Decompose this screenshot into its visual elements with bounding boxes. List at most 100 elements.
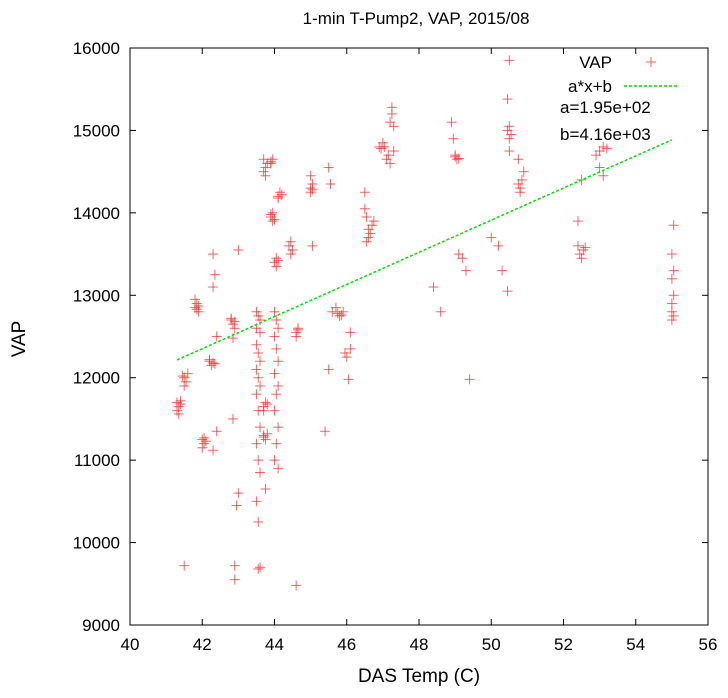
data-point bbox=[208, 445, 219, 456]
data-point bbox=[345, 343, 356, 354]
data-point bbox=[265, 209, 276, 220]
data-point bbox=[504, 133, 515, 144]
data-point bbox=[231, 500, 242, 511]
data-point bbox=[175, 399, 186, 410]
data-point bbox=[457, 253, 468, 264]
data-point bbox=[273, 380, 284, 391]
data-point bbox=[265, 156, 276, 167]
data-point bbox=[255, 422, 266, 433]
data-point bbox=[229, 323, 240, 334]
data-point bbox=[515, 187, 526, 198]
x-axis: 40 42 44 46 48 50 52 54 56 bbox=[121, 48, 718, 654]
data-point bbox=[451, 154, 462, 165]
data-point bbox=[273, 255, 284, 266]
data-point bbox=[227, 319, 238, 330]
data-point bbox=[320, 426, 331, 437]
data-point bbox=[359, 203, 370, 214]
legend-label-vap: VAP bbox=[579, 53, 612, 72]
data-point bbox=[227, 413, 238, 424]
data-point bbox=[323, 162, 334, 173]
data-point bbox=[253, 455, 264, 466]
data-point bbox=[273, 356, 284, 367]
data-point bbox=[269, 368, 280, 379]
data-point bbox=[446, 117, 457, 128]
data-point bbox=[267, 154, 278, 165]
data-point bbox=[271, 389, 282, 400]
data-point bbox=[271, 315, 282, 326]
data-point bbox=[343, 374, 354, 385]
data-point bbox=[428, 282, 439, 293]
y-tick-label: 9000 bbox=[82, 616, 120, 635]
data-point bbox=[182, 368, 193, 379]
data-point bbox=[229, 560, 240, 571]
data-point bbox=[578, 244, 589, 255]
data-point bbox=[668, 310, 679, 321]
data-point bbox=[594, 162, 605, 173]
data-point bbox=[666, 249, 677, 260]
data-point bbox=[260, 397, 271, 408]
data-point bbox=[376, 143, 387, 154]
data-point bbox=[190, 294, 201, 305]
data-point bbox=[233, 488, 244, 499]
data-point bbox=[453, 153, 464, 164]
data-point bbox=[341, 352, 352, 363]
y-tick-label: 14000 bbox=[73, 204, 120, 223]
data-point bbox=[253, 516, 264, 527]
data-point bbox=[323, 364, 334, 375]
data-point bbox=[179, 380, 190, 391]
data-point bbox=[260, 434, 271, 445]
data-point bbox=[339, 347, 350, 358]
data-point bbox=[325, 179, 336, 190]
data-point bbox=[251, 438, 262, 449]
data-point bbox=[580, 242, 591, 253]
data-point bbox=[267, 207, 278, 218]
data-point bbox=[208, 282, 219, 293]
data-point bbox=[251, 496, 262, 507]
data-point bbox=[668, 220, 679, 231]
data-point bbox=[330, 302, 341, 313]
data-point bbox=[598, 170, 609, 181]
data-point bbox=[386, 102, 397, 113]
data-point bbox=[572, 240, 583, 251]
x-tick-label: 50 bbox=[482, 635, 501, 654]
data-point bbox=[253, 563, 264, 574]
legend-marker-vap bbox=[646, 57, 656, 67]
x-tick-label: 48 bbox=[410, 635, 429, 654]
data-point bbox=[255, 380, 266, 391]
data-point bbox=[336, 310, 347, 321]
data-point bbox=[383, 150, 394, 161]
data-point bbox=[269, 331, 280, 342]
y-axis: 9000 10000 11000 12000 13000 14000 15000 16000 bbox=[73, 39, 708, 635]
y-tick-label: 12000 bbox=[73, 369, 120, 388]
data-point bbox=[464, 374, 475, 385]
data-point bbox=[273, 422, 284, 433]
data-point bbox=[258, 166, 269, 177]
legend-label-fit: a*x+b bbox=[568, 77, 612, 96]
annotation-a: a=1.95e+02 bbox=[560, 98, 651, 117]
data-point bbox=[253, 372, 264, 383]
data-point bbox=[305, 187, 316, 198]
data-point bbox=[516, 174, 527, 185]
data-point bbox=[285, 249, 296, 260]
data-point bbox=[666, 273, 677, 284]
y-tick-label: 16000 bbox=[73, 39, 120, 58]
data-point bbox=[385, 158, 396, 169]
data-point bbox=[287, 244, 298, 255]
data-point bbox=[576, 253, 587, 264]
data-point bbox=[258, 405, 269, 416]
y-tick-label: 13000 bbox=[73, 286, 120, 305]
data-point bbox=[486, 232, 497, 243]
data-point bbox=[274, 187, 285, 198]
data-point bbox=[260, 483, 271, 494]
data-point bbox=[367, 220, 378, 231]
data-point bbox=[305, 170, 316, 181]
x-tick-label: 54 bbox=[626, 635, 645, 654]
data-point bbox=[177, 371, 188, 382]
data-point bbox=[506, 129, 517, 140]
data-point bbox=[262, 399, 273, 410]
x-tick-label: 56 bbox=[699, 635, 718, 654]
data-point bbox=[460, 265, 471, 276]
data-point bbox=[269, 405, 280, 416]
data-point bbox=[668, 290, 679, 301]
